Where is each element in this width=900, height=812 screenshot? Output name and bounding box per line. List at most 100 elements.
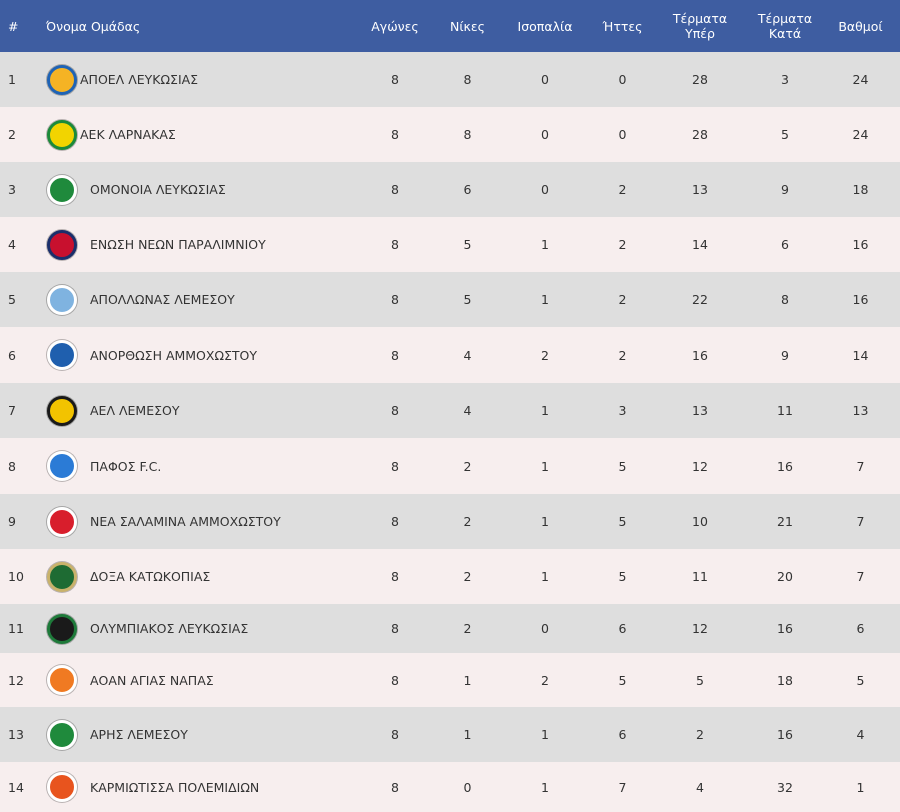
team-losses: 5 — [618, 672, 627, 688]
header-games[interactable]: Αγώνες — [371, 18, 419, 34]
team-goals-for: 28 — [692, 72, 708, 87]
team-wins: 2 — [463, 621, 472, 636]
team-games: 8 — [391, 72, 399, 87]
team-name-link[interactable]: ΑΠΟΛΛΩΝΑΣ ΛΕΜΕΣΟΥ — [90, 292, 235, 307]
table-row[interactable]: 10 ΔΟΞΑ ΚΑΤΩΚΟΠΙΑΣ 8 2 1 5 11 20 7 — [0, 549, 900, 604]
team-games: 8 — [391, 403, 399, 418]
team-crest-badge — [47, 340, 77, 370]
team-goals-for: 12 — [692, 621, 708, 636]
table-row[interactable]: 4 ΕΝΩΣΗ ΝΕΩΝ ΠΑΡΑΛΙΜΝΙΟΥ 8 5 1 2 14 6 16 — [0, 217, 900, 272]
aoan-crest-icon — [46, 653, 78, 707]
team-games: 8 — [391, 569, 399, 584]
team-points: 5 — [856, 672, 865, 688]
team-name-link[interactable]: ΟΜΟΝΟΙΑ ΛΕΥΚΩΣΙΑΣ — [90, 182, 226, 197]
team-crest-badge — [47, 395, 77, 426]
team-losses: 2 — [618, 182, 627, 197]
team-name-link[interactable]: ΕΝΩΣΗ ΝΕΩΝ ΠΑΡΑΛΙΜΝΙΟΥ — [90, 237, 266, 252]
team-goals-for: 10 — [692, 514, 708, 529]
team-losses: 6 — [618, 621, 627, 636]
team-name-link[interactable]: ΑΟΑΝ ΑΓΙΑΣ ΝΑΠΑΣ — [90, 672, 214, 688]
header-wins[interactable]: Νίκες — [449, 18, 486, 34]
karmiotissa-crest-icon — [46, 762, 78, 812]
apoel-crest-icon — [46, 52, 78, 107]
team-goals-against: 5 — [781, 127, 789, 142]
table-row[interactable]: 13 ΑΡΗΣ ΛΕΜΕΣΟΥ 8 1 1 6 2 16 4 — [0, 707, 900, 762]
team-name-link[interactable]: ΑΕΚ ΛΑΡΝΑΚΑΣ — [80, 127, 176, 142]
team-goals-against: 32 — [777, 779, 793, 795]
team-name-link[interactable]: ΑΡΗΣ ΛΕΜΕΣΟΥ — [90, 727, 188, 742]
team-rank: 13 — [8, 727, 24, 742]
table-header: # Όνομα Ομάδας Αγώνες Νίκες Ισοπαλία Ήττ… — [0, 0, 900, 52]
table-row[interactable]: 14 ΚΑΡΜΙΩΤΙΣΣΑ ΠΟΛΕΜΙΔΙΩΝ 8 0 1 7 4 32 1 — [0, 762, 900, 812]
team-rank: 5 — [8, 292, 16, 307]
team-goals-for: 12 — [692, 458, 708, 474]
team-points: 16 — [852, 237, 869, 252]
table-row[interactable]: 8 ΠΑΦΟΣ F.C. 8 2 1 5 12 16 7 — [0, 438, 900, 494]
team-points: 24 — [852, 72, 869, 87]
team-goals-for: 2 — [696, 727, 704, 742]
table-row[interactable]: 2 ΑΕΚ ΛΑΡΝΑΚΑΣ 8 8 0 0 28 5 24 — [0, 107, 900, 162]
table-row[interactable]: 7 ΑΕΛ ΛΕΜΕΣΟΥ 8 4 1 3 13 11 13 — [0, 383, 900, 438]
team-crest-badge — [47, 719, 77, 750]
team-goals-against: 9 — [781, 347, 789, 363]
team-name-link[interactable]: ΔΟΞΑ ΚΑΤΩΚΟΠΙΑΣ — [90, 569, 211, 584]
team-name-link[interactable]: ΟΛΥΜΠΙΑΚΟΣ ΛΕΥΚΩΣΙΑΣ — [90, 621, 249, 636]
team-points: 16 — [852, 292, 869, 307]
table-row[interactable]: 5 ΑΠΟΛΛΩΝΑΣ ΛΕΜΕΣΟΥ 8 5 1 2 22 8 16 — [0, 272, 900, 327]
header-team-name[interactable]: Όνομα Ομάδας — [46, 18, 141, 34]
team-losses: 5 — [618, 458, 627, 474]
header-goals-against-line1: Τέρματα — [757, 11, 813, 26]
team-crest-badge — [47, 64, 77, 95]
team-goals-for: 13 — [692, 182, 708, 197]
team-name-link[interactable]: ΑΠΟΕΛ ΛΕΥΚΩΣΙΑΣ — [80, 72, 199, 87]
header-points[interactable]: Βαθμοί — [838, 18, 883, 34]
team-crest-badge — [47, 174, 77, 205]
header-losses[interactable]: Ήττες — [602, 18, 643, 34]
table-row[interactable]: 3 ΟΜΟΝΟΙΑ ΛΕΥΚΩΣΙΑΣ 8 6 0 2 13 9 18 — [0, 162, 900, 217]
team-wins: 8 — [463, 72, 472, 87]
table-row[interactable]: 1 ΑΠΟΕΛ ΛΕΥΚΩΣΙΑΣ 8 8 0 0 28 3 24 — [0, 52, 900, 107]
team-crest-badge — [47, 119, 77, 150]
header-goals-for[interactable]: Τέρματα Υπέρ — [660, 0, 740, 52]
apollon-crest-icon — [46, 272, 78, 327]
table-row[interactable]: 9 ΝΕΑ ΣΑΛΑΜΙΝΑ ΑΜΜΟΧΩΣΤΟΥ 8 2 1 5 10 21 7 — [0, 494, 900, 549]
team-name-link[interactable]: ΑΕΛ ΛΕΜΕΣΟΥ — [90, 403, 180, 418]
header-goals-against[interactable]: Τέρματα Κατά — [745, 0, 825, 52]
team-name-link[interactable]: ΑΝΟΡΘΩΣΗ ΑΜΜΟΧΩΣΤΟΥ — [90, 347, 258, 363]
team-draws: 1 — [541, 403, 549, 418]
team-goals-against: 3 — [781, 72, 789, 87]
team-draws: 1 — [541, 292, 549, 307]
team-wins: 1 — [463, 727, 472, 742]
team-goals-against: 11 — [777, 403, 793, 418]
team-name-link[interactable]: ΝΕΑ ΣΑΛΑΜΙΝΑ ΑΜΜΟΧΩΣΤΟΥ — [90, 514, 281, 529]
team-name-link[interactable]: ΠΑΦΟΣ F.C. — [90, 458, 162, 474]
team-losses: 2 — [618, 237, 627, 252]
team-goals-for: 11 — [692, 569, 708, 584]
table-row[interactable]: 11 ΟΛΥΜΠΙΑΚΟΣ ΛΕΥΚΩΣΙΑΣ 8 2 0 6 12 16 6 — [0, 604, 900, 653]
team-draws: 0 — [541, 182, 549, 197]
team-goals-for: 16 — [692, 347, 708, 363]
header-draws[interactable]: Ισοπαλία — [517, 18, 573, 34]
team-draws: 0 — [541, 127, 549, 142]
team-wins: 5 — [463, 292, 472, 307]
team-name-link[interactable]: ΚΑΡΜΙΩΤΙΣΣΑ ΠΟΛΕΜΙΔΙΩΝ — [90, 779, 260, 795]
team-games: 8 — [391, 292, 399, 307]
header-rank[interactable]: # — [8, 18, 19, 34]
table-row[interactable]: 6 ΑΝΟΡΘΩΣΗ ΑΜΜΟΧΩΣΤΟΥ 8 4 2 2 16 9 14 — [0, 327, 900, 383]
team-games: 8 — [391, 127, 399, 142]
team-goals-against: 21 — [777, 514, 793, 529]
team-goals-against: 20 — [777, 569, 793, 584]
team-games: 8 — [391, 672, 399, 688]
olympiakos-nicosia-crest-icon — [46, 604, 78, 653]
team-rank: 3 — [8, 182, 16, 197]
team-points: 14 — [852, 347, 869, 363]
team-points: 7 — [856, 569, 865, 584]
table-row[interactable]: 12 ΑΟΑΝ ΑΓΙΑΣ ΝΑΠΑΣ 8 1 2 5 5 18 5 — [0, 653, 900, 707]
team-wins: 5 — [463, 237, 472, 252]
team-points: 1 — [856, 779, 865, 795]
anorthosis-crest-icon — [46, 327, 78, 383]
team-rank: 11 — [8, 621, 24, 636]
header-goals-against-line2: Κατά — [768, 26, 802, 41]
header-goals-for-line2: Υπέρ — [685, 26, 715, 41]
team-goals-against: 8 — [781, 292, 789, 307]
